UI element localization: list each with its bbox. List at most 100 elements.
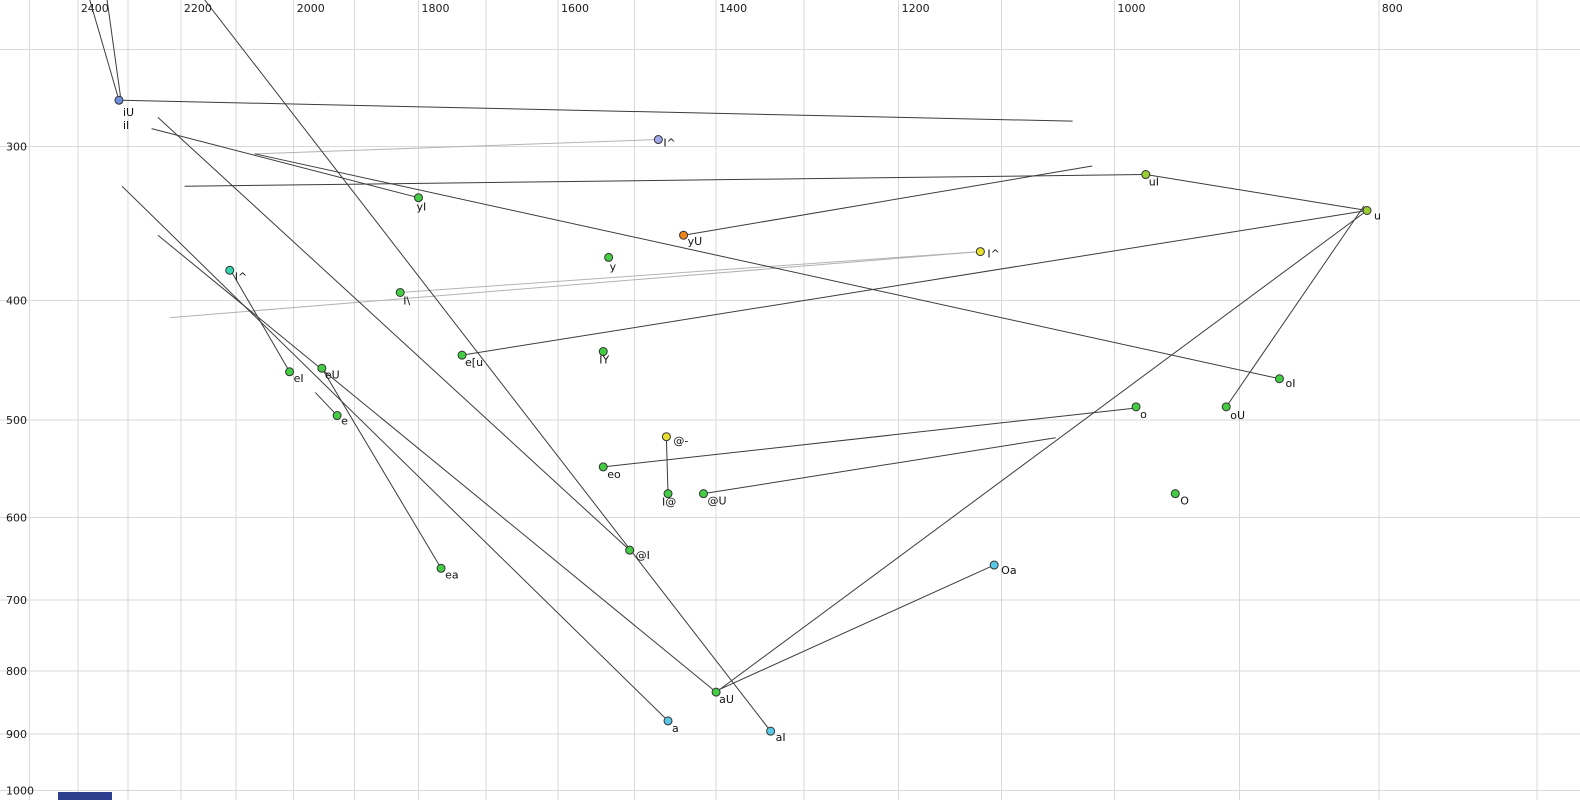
vowel-label: u bbox=[1374, 209, 1381, 222]
vowel-point[interactable] bbox=[457, 350, 467, 360]
bottom-scrollbar-thumb[interactable] bbox=[58, 792, 112, 800]
vowel-label: iU bbox=[123, 106, 134, 119]
trajectory-line bbox=[1225, 205, 1365, 408]
vowel-label: e bbox=[341, 415, 348, 428]
vowel-point[interactable] bbox=[766, 726, 776, 736]
vowel-label: @- bbox=[673, 435, 688, 448]
vowel-label: e[u bbox=[465, 356, 483, 369]
trajectory-line bbox=[703, 437, 1056, 495]
vowel-label: ea bbox=[445, 568, 459, 581]
x-axis-tick-label: 1000 bbox=[1118, 2, 1146, 15]
vowel-point[interactable] bbox=[1141, 170, 1151, 180]
y-axis-tick-label: 800 bbox=[6, 665, 27, 678]
vowel-point[interactable] bbox=[661, 432, 671, 442]
trajectory-line bbox=[461, 210, 1368, 356]
x-axis-tick-label: 1200 bbox=[902, 2, 930, 15]
vowel-label: uI bbox=[1149, 176, 1159, 189]
vowel-point[interactable] bbox=[1221, 402, 1231, 412]
vowel-point[interactable] bbox=[1131, 402, 1141, 412]
x-axis-tick-label: 800 bbox=[1382, 2, 1403, 15]
trajectory-line bbox=[157, 234, 717, 693]
trajectory-line bbox=[400, 251, 981, 293]
vowel-point[interactable] bbox=[698, 489, 708, 499]
trajectory-line bbox=[170, 251, 981, 319]
x-axis-tick-label: 2400 bbox=[81, 2, 109, 15]
vowel-label: IY bbox=[599, 354, 609, 367]
vowel-label: I^ bbox=[663, 137, 675, 150]
vowel-label: I\ bbox=[403, 294, 410, 307]
trajectory-line bbox=[717, 564, 995, 691]
vowel-label: Oa bbox=[1001, 564, 1016, 577]
trajectory-line bbox=[151, 128, 419, 199]
vowel-label: @I bbox=[636, 549, 650, 562]
trajectory-line bbox=[121, 185, 669, 722]
trajectory-line bbox=[321, 367, 442, 569]
vowel-point[interactable] bbox=[663, 716, 673, 726]
vowel-point[interactable] bbox=[989, 560, 999, 570]
vowel-point[interactable] bbox=[1362, 205, 1372, 215]
trajectory-line bbox=[106, 0, 123, 105]
x-axis-tick-label: 2000 bbox=[297, 2, 325, 15]
vowel-label: O bbox=[1180, 495, 1189, 508]
trajectory-line bbox=[1145, 174, 1368, 211]
x-axis-tick-label: 2200 bbox=[184, 2, 212, 15]
vowel-label: o bbox=[1140, 408, 1147, 421]
vowel-label: I@ bbox=[662, 496, 676, 509]
trajectory-line bbox=[254, 153, 1280, 380]
vowel-point[interactable] bbox=[1170, 489, 1180, 499]
vowel-label: oI bbox=[1285, 377, 1295, 390]
vowel-point[interactable] bbox=[604, 252, 614, 262]
vowel-label: eI bbox=[294, 372, 304, 385]
vowel-label: y bbox=[610, 260, 617, 273]
vowel-point[interactable] bbox=[225, 265, 235, 275]
vowel-label: yI bbox=[416, 201, 426, 214]
vowel-label: a bbox=[672, 722, 679, 735]
vowel-label: @U bbox=[707, 495, 726, 508]
vowel-label: yU bbox=[688, 235, 703, 248]
x-axis-tick-label: 1600 bbox=[561, 2, 589, 15]
trajectory-line bbox=[89, 0, 120, 101]
vowel-point[interactable] bbox=[413, 193, 423, 203]
trajectory-line bbox=[231, 271, 291, 373]
y-axis-tick-label: 500 bbox=[6, 414, 27, 427]
vowel-point[interactable] bbox=[625, 545, 635, 555]
y-axis-tick-label: 300 bbox=[6, 141, 27, 154]
vowel-point[interactable] bbox=[653, 135, 663, 145]
vowel-point[interactable] bbox=[436, 563, 446, 573]
vowel-point[interactable] bbox=[975, 247, 985, 257]
vowel-point[interactable] bbox=[598, 347, 608, 357]
vowel-label: aU bbox=[719, 693, 734, 706]
vowel-point[interactable] bbox=[711, 687, 721, 697]
vowel-label: eo bbox=[607, 468, 621, 481]
vowel-point[interactable] bbox=[285, 367, 295, 377]
vowel-label: oU bbox=[1230, 409, 1245, 422]
y-axis-tick-label: 700 bbox=[6, 594, 27, 607]
trajectory-line bbox=[204, 0, 772, 732]
vowel-point[interactable] bbox=[114, 95, 124, 105]
trajectory-line bbox=[715, 210, 1368, 693]
vowel-point[interactable] bbox=[1274, 374, 1284, 384]
vowel-point[interactable] bbox=[395, 287, 405, 297]
trajectory-line bbox=[184, 174, 1146, 187]
y-axis-tick-label: 1000 bbox=[6, 784, 34, 797]
y-axis-tick-label: 900 bbox=[6, 728, 27, 741]
trajectory-line bbox=[118, 99, 1073, 122]
vowel-label: iI bbox=[123, 119, 129, 132]
vowel-label: I^ bbox=[987, 248, 999, 261]
trajectory-line bbox=[683, 165, 1093, 236]
vowel-label: eU bbox=[325, 368, 340, 381]
vowel-label: I^ bbox=[235, 270, 247, 283]
trajectory-line bbox=[314, 392, 338, 416]
vowel-point[interactable] bbox=[679, 230, 689, 240]
y-axis-tick-label: 600 bbox=[6, 511, 27, 524]
y-axis-tick-label: 400 bbox=[6, 295, 27, 308]
x-axis-tick-label: 1800 bbox=[421, 2, 449, 15]
vowel-point[interactable] bbox=[317, 363, 327, 373]
trajectory-line bbox=[603, 407, 1137, 468]
vowel-point[interactable] bbox=[598, 462, 608, 472]
x-axis-tick-label: 1400 bbox=[719, 2, 747, 15]
vowel-point[interactable] bbox=[332, 411, 342, 421]
trajectory-line bbox=[157, 117, 631, 551]
vowel-point[interactable] bbox=[663, 489, 673, 499]
